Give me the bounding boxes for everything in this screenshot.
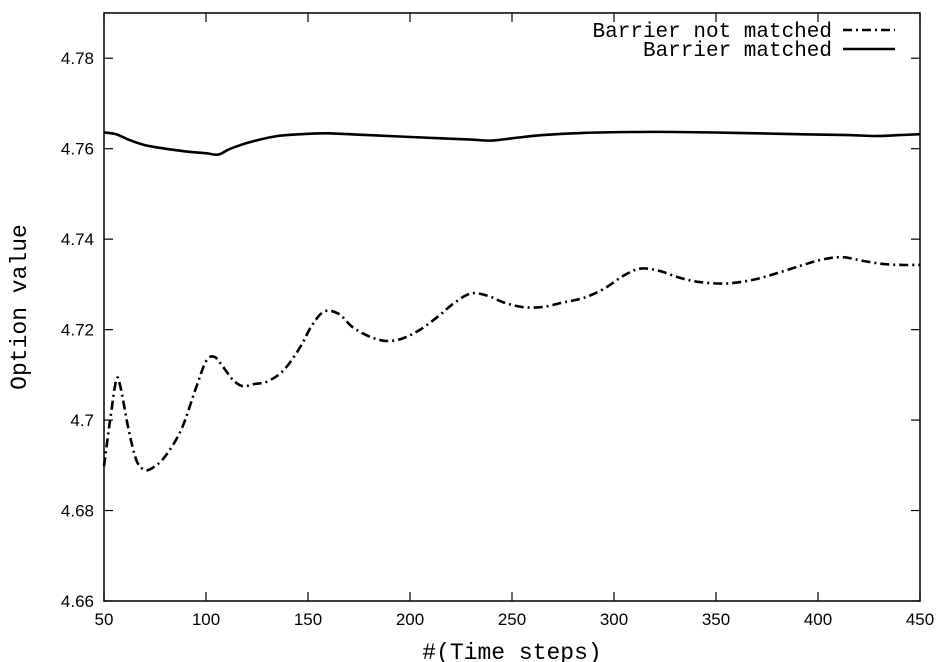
y-tick-label: 4.68 [61, 502, 94, 521]
legend-label-barrier-not-matched: Barrier not matched [593, 21, 832, 44]
x-tick-label: 50 [95, 610, 114, 629]
series-line-barrier-matched [103, 130, 921, 157]
x-tick-label: 450 [906, 610, 934, 629]
y-tick-label: 4.72 [61, 321, 94, 340]
legend-label-barrier-matched: Barrier matched [643, 40, 832, 63]
x-tick-label: 350 [702, 610, 730, 629]
series-layer [102, 130, 921, 472]
x-tick-label: 300 [600, 610, 628, 629]
y-tick-label: 4.78 [61, 49, 94, 68]
y-tick-label: 4.74 [61, 230, 94, 249]
plot-frame [103, 12, 921, 602]
legend: Barrier not matched Barrier matched [593, 21, 895, 63]
x-tick-label: 100 [192, 610, 220, 629]
x-tick-label: 150 [294, 610, 322, 629]
y-axis-title: Option value [7, 224, 33, 390]
x-tick-label: 200 [396, 610, 424, 629]
y-tick-label: 4.66 [61, 592, 94, 611]
series-line-barrier-not-matched [102, 255, 921, 472]
axis-ticks: 50 100 150 200 250 300 350 400 450 4.66 4.68 4.7 4.7… [61, 13, 934, 629]
x-tick-label: 400 [804, 610, 832, 629]
x-tick-label: 250 [498, 610, 526, 629]
x-axis-title: #(Time steps) [422, 640, 601, 662]
y-tick-label: 4.7 [70, 411, 94, 430]
y-tick-label: 4.76 [61, 140, 94, 159]
